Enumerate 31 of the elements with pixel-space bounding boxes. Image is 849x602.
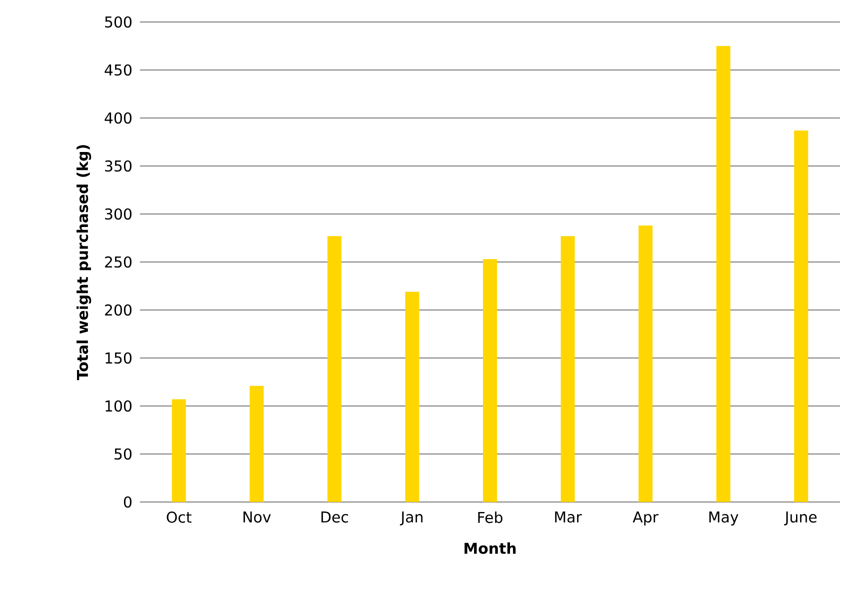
bar	[327, 236, 342, 502]
x-tick-label: Dec	[321, 512, 348, 523]
x-axis-title: Month	[464, 542, 516, 554]
x-tick-label: Apr	[632, 512, 658, 526]
bar	[405, 292, 420, 502]
y-tick-label: 450	[104, 64, 132, 76]
x-tick-label: Oct	[166, 512, 192, 523]
x-tick-label: Mar	[555, 512, 582, 523]
x-tick-label: Nov	[244, 512, 271, 523]
x-tick-label: June	[784, 512, 817, 526]
y-axis-title: Total weight purchased (kg)	[76, 145, 92, 380]
bar	[716, 46, 730, 502]
y-tick-label: 500	[105, 16, 132, 28]
bar	[638, 226, 653, 502]
y-tick-label: 50	[114, 448, 132, 460]
bar	[250, 386, 264, 502]
y-tick-label: 250	[105, 256, 132, 268]
bar	[172, 399, 186, 502]
y-tick-label: 150	[106, 352, 132, 364]
y-tick-label: 350	[105, 160, 132, 172]
y-tick-label: 0	[124, 496, 132, 508]
bar	[794, 130, 808, 502]
bar	[483, 259, 497, 502]
x-tick-label: Jan	[400, 512, 422, 526]
bar	[560, 236, 575, 502]
y-tick-label: 100	[106, 400, 132, 412]
y-tick-label: 200	[105, 304, 132, 316]
y-tick-label: 300	[105, 208, 132, 220]
y-tick-label: 400	[104, 112, 132, 124]
x-tick-label: Feb	[478, 512, 502, 524]
x-tick-label: May	[709, 512, 738, 526]
